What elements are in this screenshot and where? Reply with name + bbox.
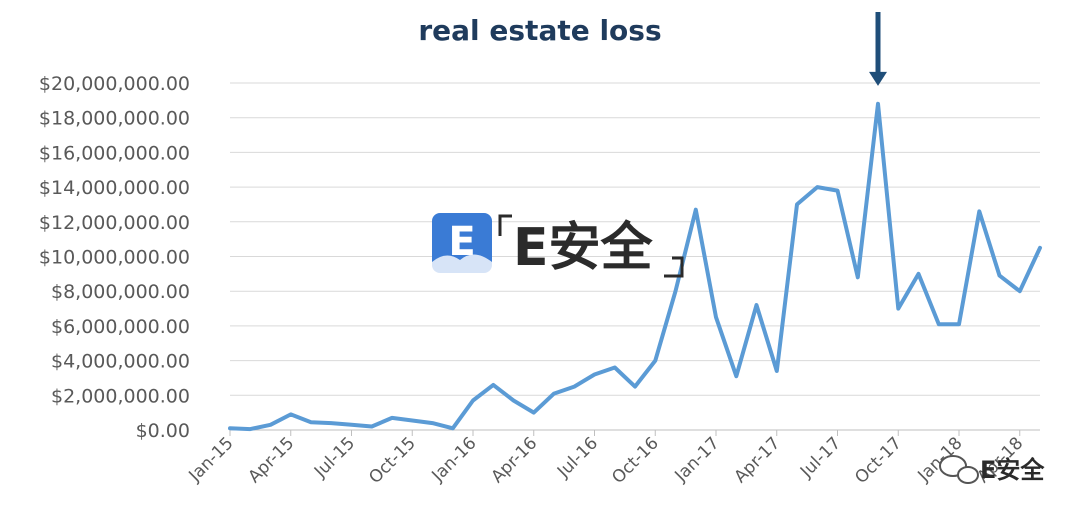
wechat-icon-small (957, 466, 979, 484)
chart-title: real estate loss (418, 14, 661, 47)
y-tick-label: $18,000,000.00 (39, 108, 190, 130)
watermark-cloud-icon (432, 254, 492, 273)
y-tick-label: $8,000,000.00 (51, 281, 190, 303)
y-tick-label: $20,000,000.00 (39, 73, 190, 95)
y-tick-label: $2,000,000.00 (51, 385, 190, 407)
watermark-logo-text: E安全 (513, 218, 654, 278)
corner-watermark: E安全 (939, 455, 1045, 484)
watermark-bracket-left (498, 214, 512, 236)
watermark-logo-letter: E (448, 219, 475, 265)
corner-watermark-text: E安全 (980, 456, 1045, 484)
y-tick-label: $12,000,000.00 (39, 212, 190, 234)
y-tick-label: $16,000,000.00 (39, 142, 190, 164)
watermark-logo: E E安全 (432, 213, 684, 278)
y-tick-label: $6,000,000.00 (51, 316, 190, 338)
annotation-arrow-head (869, 71, 887, 86)
gridlines (230, 82, 1040, 431)
x-tick-label: Jan-15 (185, 433, 238, 486)
x-tick-label: Jul-15 (310, 433, 359, 482)
x-tick-label: Oct-15 (365, 433, 420, 488)
x-tick-label: Jan-16 (428, 433, 481, 486)
x-tick-label: Apr-17 (730, 433, 784, 487)
x-tick-label: Jul-17 (796, 433, 845, 482)
x-tick-label: Jan-17 (671, 433, 724, 486)
y-tick-label: $4,000,000.00 (51, 351, 190, 373)
series-line (228, 101, 1042, 432)
watermark-bracket-right (664, 256, 684, 278)
annotations (869, 12, 887, 86)
series-layer (228, 101, 1042, 432)
y-tick-label: $0.00 (136, 420, 190, 442)
x-axis-ticks: Jan-15 Apr-15 Jul-15 Oct-15 Jan-16 Apr-16 Jul-… (185, 429, 1040, 488)
y-axis-ticks: $0.00 $2,000,000.00 $4,000,000.00 $6,000,00… (39, 73, 190, 442)
x-tick-label: Oct-17 (851, 433, 906, 488)
x-tick-label: Jul-16 (553, 433, 602, 482)
x-tick-label: Apr-15 (244, 433, 298, 487)
x-tick-label: Apr-16 (487, 433, 541, 487)
x-tick-label: Oct-16 (608, 433, 663, 488)
y-tick-label: $14,000,000.00 (39, 177, 190, 199)
y-tick-label: $10,000,000.00 (39, 247, 190, 269)
